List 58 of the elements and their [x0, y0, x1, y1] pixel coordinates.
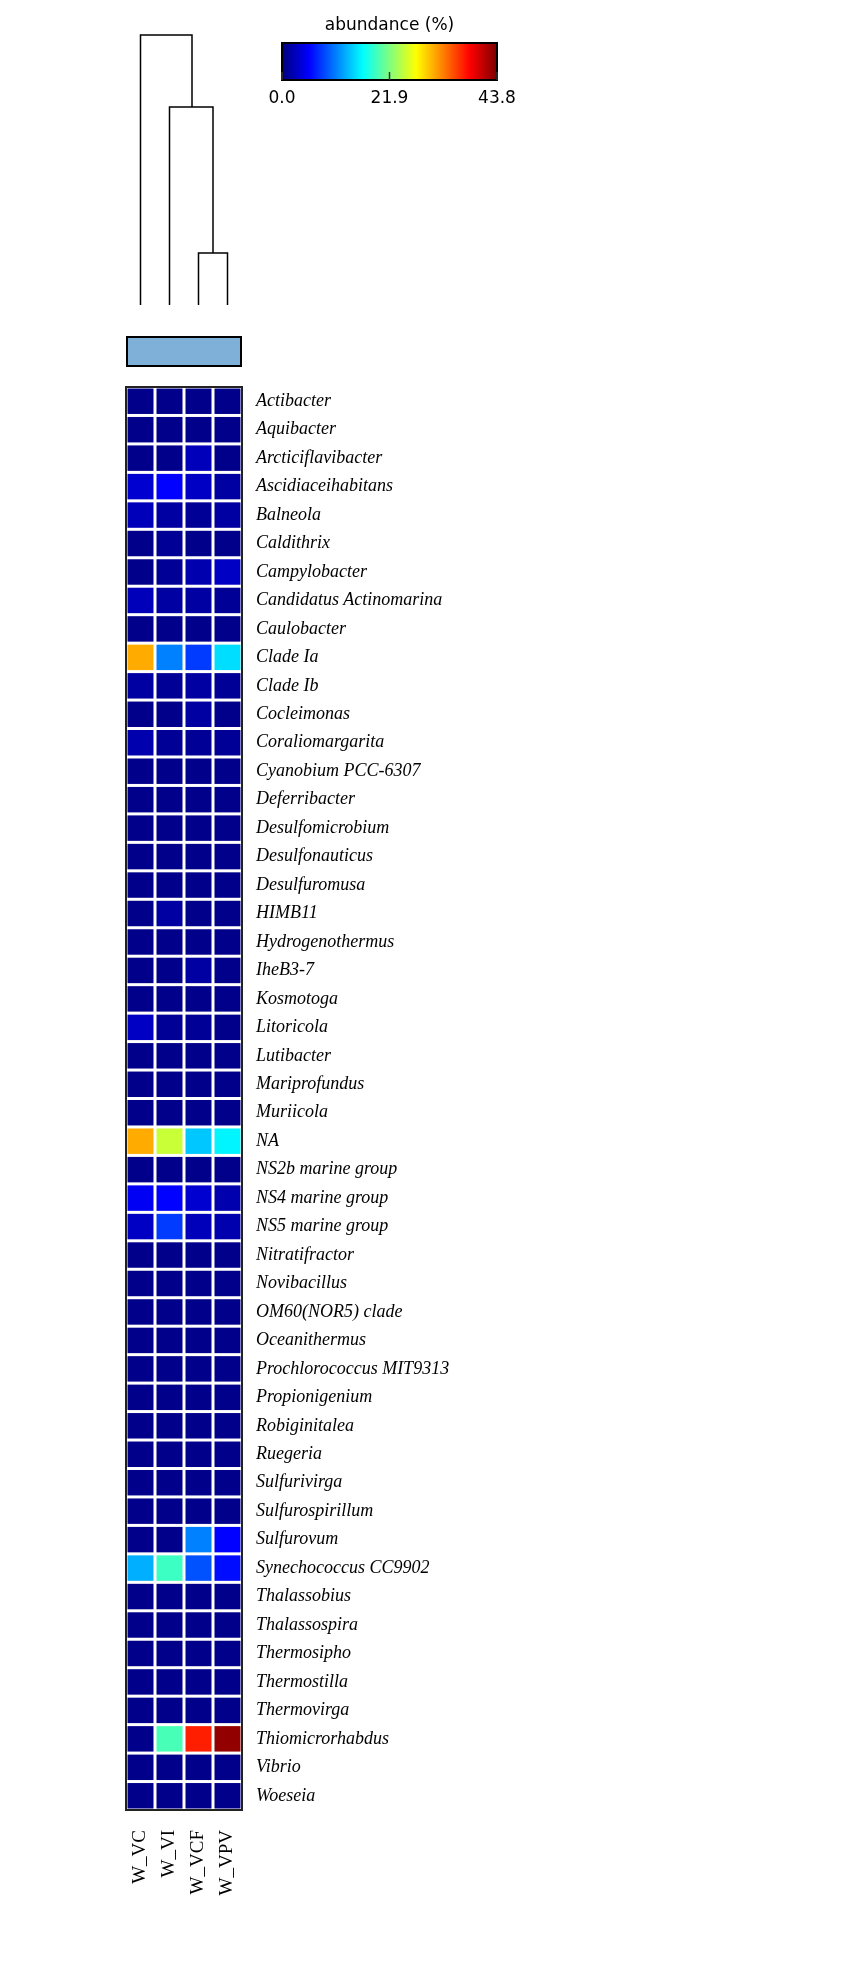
y-tick-label: Thermovirga — [256, 1699, 350, 1720]
y-tick-label: Vibrio — [256, 1756, 301, 1777]
y-tick-label: NS4 marine group — [255, 1186, 389, 1207]
y-tick-label: Ascidiaceihabitans — [255, 475, 393, 496]
y-tick-label: Nitratifractor — [255, 1243, 356, 1264]
y-tick-label: NA — [255, 1129, 281, 1150]
y-tick-label: Woeseia — [256, 1784, 316, 1805]
y-tick-label: Desulfuromusa — [255, 873, 366, 894]
color-bar-label: 21.9 — [370, 87, 409, 107]
y-tick-label: Robiginitalea — [255, 1414, 354, 1435]
y-tick-label: NS2b marine group — [255, 1158, 398, 1179]
y-tick-label: Desulfonauticus — [255, 845, 373, 866]
y-tick-label: Sulfurospirillum — [256, 1499, 374, 1520]
y-tick-label: Muriicola — [255, 1101, 328, 1122]
x-tick-label: W_VI — [157, 1830, 179, 1878]
color-bar-label: 0.0 — [268, 87, 296, 107]
y-tick-label: Kosmotoga — [255, 987, 339, 1008]
x-tick-label: W_VCF — [186, 1830, 208, 1895]
y-tick-label: Caulobacter — [256, 617, 347, 638]
x-tick-label: W_VPV — [215, 1829, 237, 1896]
y-tick-label: Propionigenium — [255, 1386, 373, 1407]
y-tick-label: Litoricola — [255, 1016, 329, 1037]
y-tick-label: Balneola — [256, 503, 321, 524]
y-tick-label: Novibacillus — [255, 1272, 347, 1293]
y-tick-label: Coraliomargarita — [256, 731, 385, 752]
y-tick-label: Candidatus Actinomarina — [256, 589, 443, 610]
y-tick-label: IheB3-7 — [255, 959, 315, 980]
y-tick-label: Sulfurivirga — [256, 1471, 343, 1492]
x-tick-label: W_VC — [128, 1830, 150, 1884]
y-tick-label: Thalassobius — [256, 1585, 352, 1606]
color-bar-title: abundance (%) — [324, 14, 455, 34]
y-tick-label: Thalassospira — [256, 1613, 359, 1634]
y-tick-label: Prochlorococcus MIT9313 — [255, 1357, 450, 1378]
y-tick-label: Synechococcus CC9902 — [256, 1556, 430, 1577]
y-tick-label: Thiomicrorhabdus — [256, 1727, 390, 1748]
y-tick-label: Ruegeria — [255, 1442, 322, 1463]
y-tick-label: Clade Ia — [256, 646, 319, 667]
y-tick-label: Campylobacter — [256, 560, 368, 581]
y-tick-label: OM60(NOR5) clade — [256, 1300, 403, 1322]
y-tick-label: Caldithrix — [256, 532, 331, 553]
y-tick-label: Lutibacter — [255, 1044, 332, 1065]
y-tick-label: Arcticiflavibacter — [255, 446, 384, 467]
y-tick-label: HIMB11 — [255, 902, 318, 923]
y-tick-label: Deferribacter — [255, 788, 356, 809]
y-tick-label: NS5 marine group — [255, 1215, 389, 1236]
y-tick-label: Aquibacter — [255, 418, 337, 439]
y-tick-label: Sulfurovum — [256, 1528, 339, 1549]
y-tick-label: Cyanobium PCC-6307 — [256, 759, 422, 780]
y-tick-label: Cocleimonas — [256, 703, 350, 724]
y-tick-label: Thermosipho — [256, 1642, 352, 1663]
y-tick-label: Hydrogenothermus — [255, 930, 395, 951]
y-tick-label: Thermostilla — [256, 1670, 349, 1691]
y-tick-label: Mariprofundus — [255, 1073, 365, 1093]
y-tick-label: Oceanithermus — [256, 1329, 366, 1350]
color-bar-label: 43.8 — [478, 87, 516, 107]
y-tick-label: Actibacter — [255, 389, 332, 410]
y-tick-label: Clade Ib — [256, 674, 319, 695]
y-tick-label: Desulfomicrobium — [255, 816, 390, 837]
